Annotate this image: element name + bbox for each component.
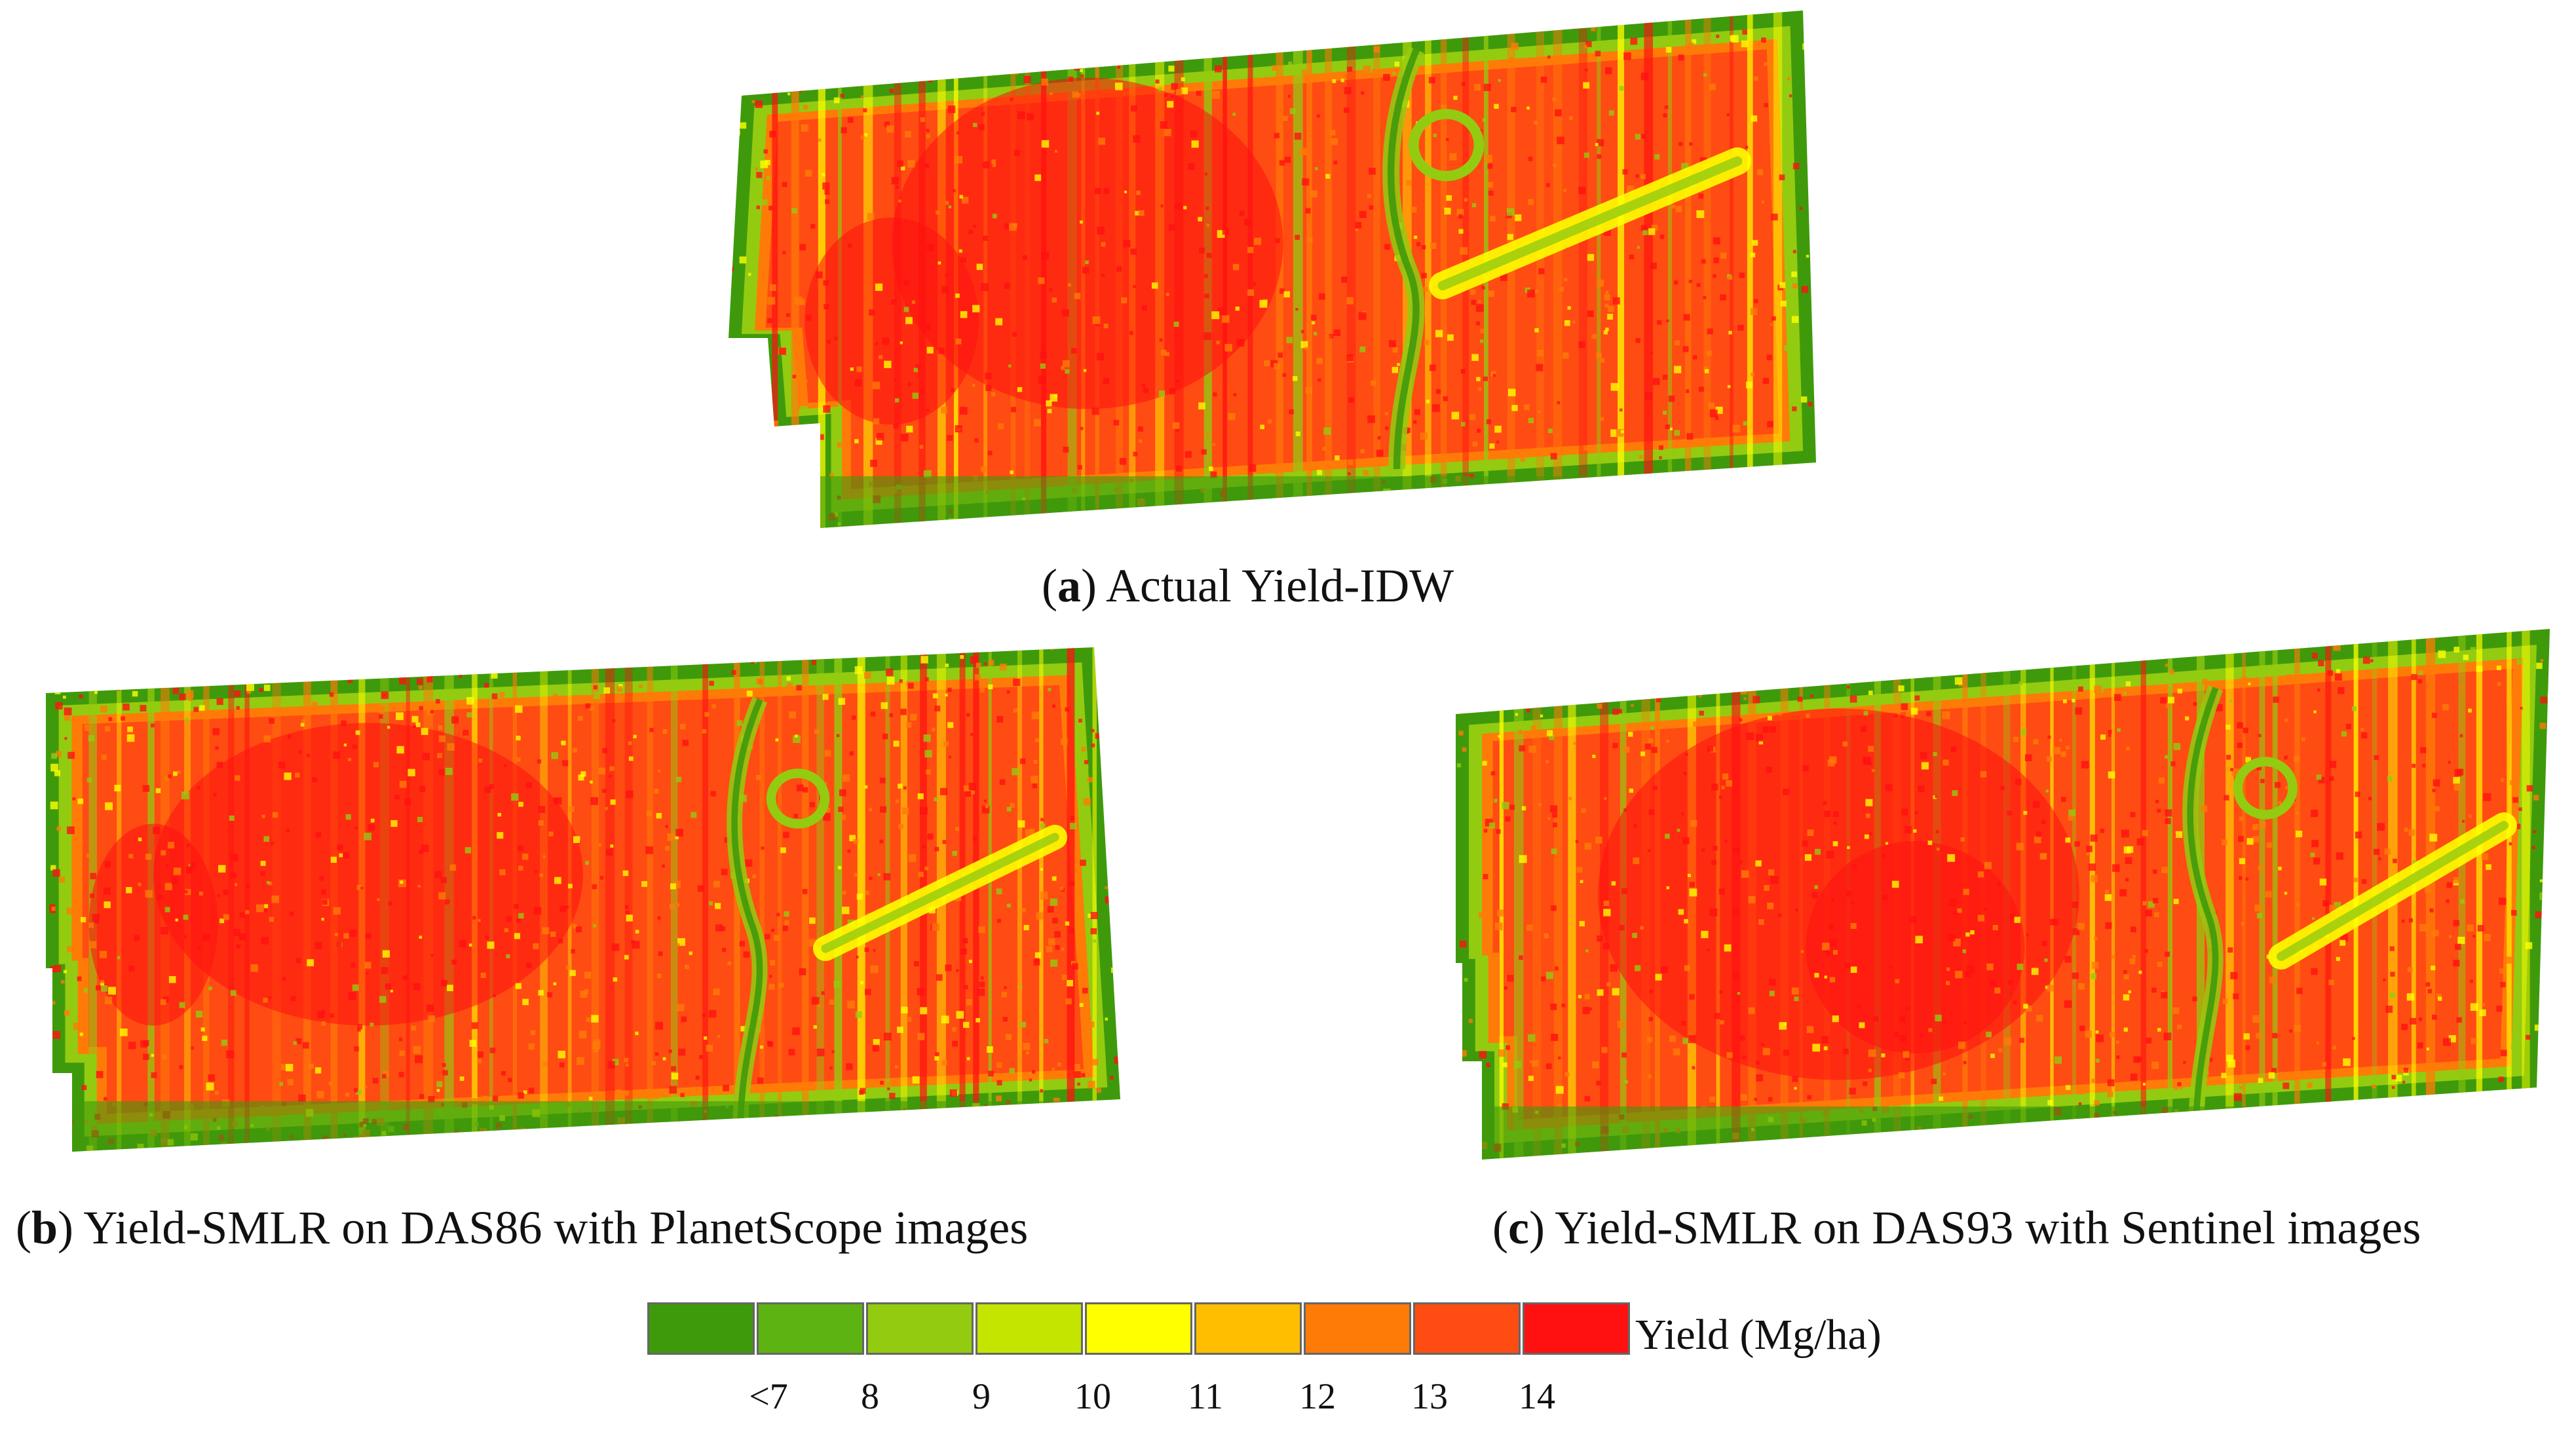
legend-tick-label: 11 xyxy=(1188,1376,1223,1417)
yield-map-actual-idw xyxy=(729,10,1816,528)
caption-label-b: b xyxy=(31,1201,58,1254)
legend-swatch-2 xyxy=(757,1302,864,1355)
caption-label-c: c xyxy=(1507,1201,1529,1254)
legend-swatch-5 xyxy=(1085,1302,1192,1355)
legend-tick-label: 14 xyxy=(1519,1376,1555,1417)
legend-tick-label: <7 xyxy=(749,1376,788,1417)
legend-tick-label: 8 xyxy=(861,1376,879,1417)
caption-text-c: Yield-SMLR on DAS93 with Sentinel images xyxy=(1555,1201,2421,1254)
legend-tick-label: 13 xyxy=(1411,1376,1448,1417)
yield-map-smlr-das93-sentinel xyxy=(1456,629,2550,1160)
legend-swatch-6 xyxy=(1194,1302,1302,1355)
yield-legend: Yield (Mg/ha) <7 8 9 10 11 12 13 14 xyxy=(647,1302,2285,1433)
legend-swatch-7 xyxy=(1304,1302,1411,1355)
legend-swatch-8 xyxy=(1413,1302,1521,1355)
legend-swatch-3 xyxy=(866,1302,974,1355)
legend-swatch-1 xyxy=(647,1302,755,1355)
caption-text-a: Actual Yield-IDW xyxy=(1106,559,1454,612)
caption-panel-a: (a) Actual Yield-IDW xyxy=(1042,559,1454,612)
legend-title: Yield (Mg/ha) xyxy=(1635,1311,1882,1359)
yield-map-smlr-das86-planetscope xyxy=(46,647,1120,1152)
caption-panel-c: (c) Yield-SMLR on DAS93 with Sentinel im… xyxy=(1492,1201,2421,1254)
legend-tick-label: 9 xyxy=(972,1376,991,1417)
legend-swatch-4 xyxy=(975,1302,1083,1355)
caption-text-b: Yield-SMLR on DAS86 with PlanetScope ima… xyxy=(83,1201,1029,1254)
caption-label-a: a xyxy=(1057,559,1081,612)
legend-swatch-9 xyxy=(1523,1302,1630,1355)
legend-tick-label: 12 xyxy=(1299,1376,1336,1417)
legend-tick-label: 10 xyxy=(1074,1376,1111,1417)
caption-panel-b: (b) Yield-SMLR on DAS86 with PlanetScope… xyxy=(16,1201,1029,1254)
